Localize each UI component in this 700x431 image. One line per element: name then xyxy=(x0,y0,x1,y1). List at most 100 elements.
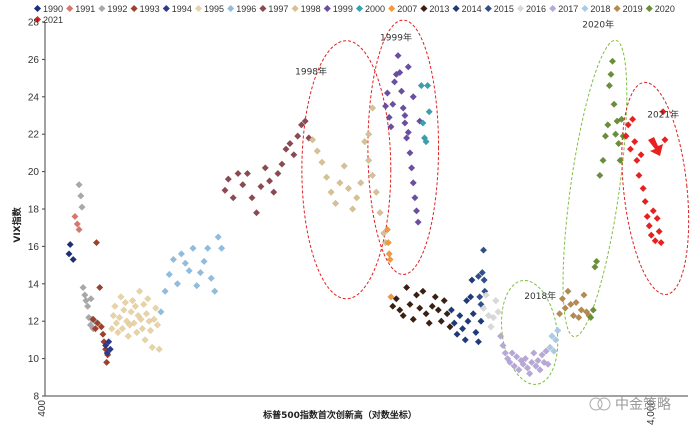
legend-marker xyxy=(388,4,396,13)
data-point xyxy=(403,134,411,142)
data-point xyxy=(372,188,380,196)
legend-item: 2019 xyxy=(613,4,643,14)
data-point xyxy=(401,119,409,127)
data-point xyxy=(148,343,156,351)
data-point xyxy=(555,310,564,318)
legend-label: 2017 xyxy=(558,4,578,14)
data-point xyxy=(152,304,160,312)
legend-marker xyxy=(66,4,74,13)
annotation-label: 2018年 xyxy=(524,290,556,302)
data-point xyxy=(478,268,486,277)
legend-label: 1996 xyxy=(236,4,256,14)
data-point xyxy=(542,347,550,355)
series-1992 xyxy=(75,181,99,333)
scatter-points xyxy=(65,52,669,378)
data-point xyxy=(84,302,92,310)
data-point xyxy=(124,332,132,340)
annotations: 1998年 1999年 2018年 2020年 2021年 xyxy=(295,19,679,302)
data-point xyxy=(108,325,116,333)
data-point xyxy=(365,156,373,164)
data-point xyxy=(193,282,201,290)
legend-item: 2016 xyxy=(516,4,546,14)
data-point xyxy=(591,263,599,271)
data-point xyxy=(474,272,483,280)
legend-item: 1990 xyxy=(33,4,63,14)
data-point xyxy=(472,328,480,337)
legend-marker xyxy=(645,4,653,13)
data-point xyxy=(631,138,639,146)
legend-label: 2015 xyxy=(494,4,514,14)
data-point xyxy=(353,194,361,202)
data-point xyxy=(572,298,580,307)
data-point xyxy=(661,136,669,144)
data-point xyxy=(446,323,454,331)
legend-item: 1996 xyxy=(227,4,256,14)
data-point xyxy=(569,311,578,320)
legend-label: 1991 xyxy=(75,4,95,14)
legend-marker xyxy=(452,4,460,13)
data-point xyxy=(114,328,122,337)
data-point xyxy=(396,306,404,314)
data-point xyxy=(365,130,373,138)
legend-item: 1993 xyxy=(130,4,160,14)
series-2020 xyxy=(587,57,627,322)
data-point xyxy=(106,345,114,353)
data-point xyxy=(87,295,95,303)
data-point xyxy=(153,321,162,329)
data-point xyxy=(443,310,451,318)
y-tick-label: 12 xyxy=(28,317,40,328)
data-point xyxy=(550,347,558,355)
series-2018 xyxy=(546,326,562,355)
legend: 1990 1991 1992 1993 1994 1995 1996 1997 1998 1999… xyxy=(33,4,675,25)
data-point xyxy=(513,353,521,361)
data-point xyxy=(399,311,407,320)
red-arrow-icon xyxy=(648,137,663,156)
data-point xyxy=(409,179,417,187)
data-point xyxy=(424,81,432,90)
legend-item: 2020 xyxy=(645,4,675,14)
series-2015 xyxy=(474,246,489,308)
legend-marker xyxy=(291,4,299,13)
data-point xyxy=(146,326,155,335)
data-point xyxy=(492,297,500,305)
legend-label: 2014 xyxy=(462,4,482,14)
series-1994 xyxy=(101,338,114,357)
data-point xyxy=(637,151,645,159)
data-point xyxy=(506,358,514,366)
data-point xyxy=(189,244,197,252)
data-point xyxy=(587,313,595,322)
data-point xyxy=(561,304,569,312)
data-point xyxy=(501,349,509,357)
data-point xyxy=(403,283,411,292)
legend-item: 1992 xyxy=(98,4,127,14)
data-point xyxy=(437,317,445,325)
data-point xyxy=(181,259,189,267)
data-point xyxy=(140,300,148,308)
data-point xyxy=(248,194,256,202)
data-point xyxy=(229,194,237,202)
series-2017 xyxy=(496,332,552,378)
data-point xyxy=(408,164,416,172)
data-point xyxy=(528,358,536,366)
data-point xyxy=(376,209,384,217)
data-point xyxy=(144,295,152,303)
data-point xyxy=(78,203,86,211)
data-point xyxy=(480,276,488,284)
data-point xyxy=(381,102,390,110)
watermark: 中金策略 xyxy=(589,396,671,413)
data-point xyxy=(117,293,125,301)
data-point xyxy=(141,336,149,344)
data-point xyxy=(135,287,144,295)
legend-label: 1995 xyxy=(204,4,224,14)
data-point xyxy=(404,128,412,136)
data-point xyxy=(384,239,392,247)
data-point xyxy=(270,188,278,196)
data-point xyxy=(318,158,326,166)
data-point xyxy=(409,315,417,323)
y-tick-label: 20 xyxy=(28,167,40,178)
data-point xyxy=(261,164,269,172)
data-point xyxy=(605,81,613,90)
data-point xyxy=(392,295,400,303)
series-1996 xyxy=(157,233,226,316)
x-axis-label: 标普500指数首次创新高（对数坐标） xyxy=(262,409,417,421)
